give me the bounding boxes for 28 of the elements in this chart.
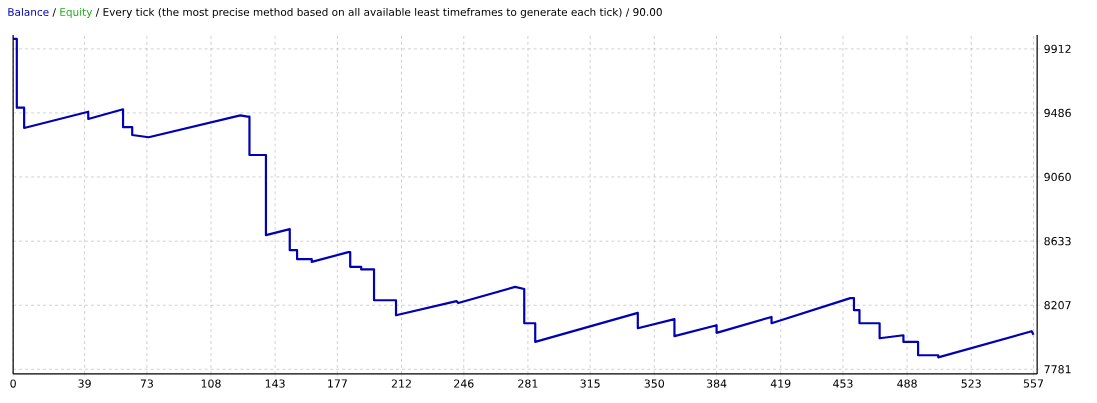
y-tick-label: 7781 bbox=[1044, 365, 1071, 374]
x-tick-label: 212 bbox=[391, 379, 411, 388]
y-tick-label: 9912 bbox=[1044, 44, 1071, 54]
y-tick-label: 9486 bbox=[1044, 108, 1071, 118]
x-tick-label: 246 bbox=[454, 379, 474, 388]
text: / bbox=[52, 8, 56, 17]
x-tick-label: 315 bbox=[580, 379, 600, 388]
x-tick-label: 73 bbox=[140, 379, 153, 388]
x-tick-label: 177 bbox=[328, 379, 347, 388]
x-tick-label: 523 bbox=[961, 379, 981, 388]
text: Equity bbox=[60, 7, 93, 19]
x-tick-label: 108 bbox=[201, 379, 221, 388]
text: Balance bbox=[8, 7, 49, 17]
x-tick-label: 281 bbox=[518, 379, 538, 388]
y-tick-label: 8207 bbox=[1044, 301, 1071, 310]
x-tick-label: 39 bbox=[78, 379, 91, 388]
x-tick-label: 0 bbox=[10, 379, 16, 388]
y-tick-label: 9060 bbox=[1044, 172, 1071, 182]
x-tick-label: 143 bbox=[265, 379, 285, 388]
y-tick-label: 8633 bbox=[1044, 237, 1071, 246]
x-tick-label: 384 bbox=[706, 379, 727, 388]
x-tick-label: 350 bbox=[644, 379, 665, 388]
chart-title: / Every tick (the most precise method based on all available least timeframes to generate each tick) / 90.00 bbox=[95, 7, 662, 19]
line-series bbox=[12, 37, 1035, 359]
x-tick-label: 453 bbox=[833, 379, 853, 388]
x-tick-label: 488 bbox=[897, 379, 917, 388]
x-tick-label: 419 bbox=[770, 379, 791, 388]
x-tick-label: 557 bbox=[1023, 379, 1044, 388]
